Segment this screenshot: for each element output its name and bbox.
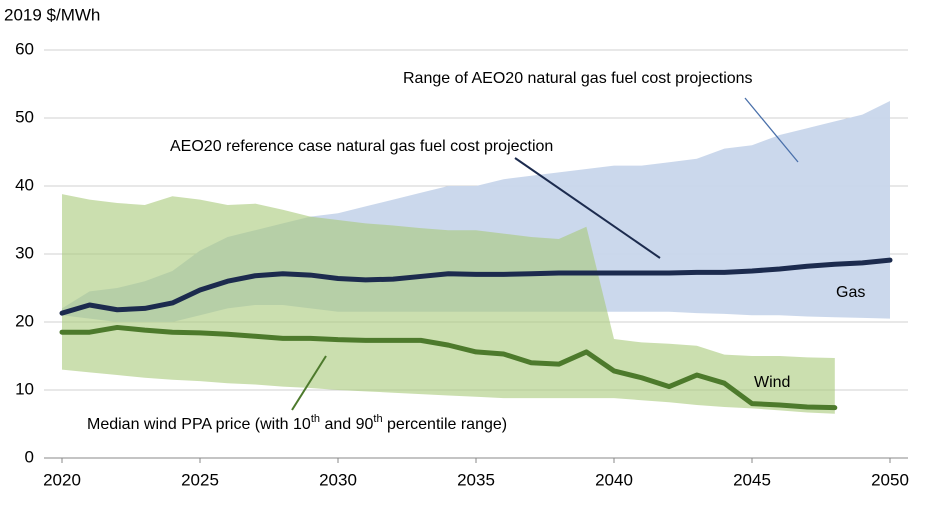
annotation: Range of AEO20 natural gas fuel cost pro… — [403, 70, 753, 87]
y-tick-label: 50 — [15, 107, 34, 126]
x-tick-label: 2020 — [43, 470, 81, 489]
x-tick-label: 2030 — [319, 470, 357, 489]
y-tick-label: 60 — [15, 39, 34, 58]
y-tick-label: 10 — [15, 379, 34, 398]
series-line — [59, 257, 893, 316]
annotation-sup: th — [373, 413, 382, 425]
annotation: AEO20 reference case natural gas fuel co… — [170, 138, 553, 155]
x-tick-label: 2035 — [457, 470, 495, 489]
x-tick-label: 2045 — [733, 470, 771, 489]
y-tick-label: 40 — [15, 175, 34, 194]
leader-line — [291, 355, 327, 411]
series-label: Wind — [754, 374, 790, 391]
annotation-sup: th — [311, 413, 320, 425]
x-tick-label: 2040 — [595, 470, 633, 489]
annotation: Median wind PPA price (with 10th and 90t… — [87, 413, 507, 433]
x-tick-label: 2025 — [181, 470, 219, 489]
leader-line — [514, 157, 661, 259]
annotation-part: percentile range) — [383, 416, 508, 433]
y-tick-label: 30 — [15, 243, 34, 262]
y-tick-label: 20 — [15, 311, 34, 330]
range-band — [62, 194, 835, 414]
series-label: Gas — [836, 284, 865, 301]
x-tick-label: 2050 — [871, 470, 909, 489]
y-tick-label: 0 — [25, 447, 34, 466]
annotation-part: Median wind PPA price (with 10 — [87, 416, 311, 433]
series-line — [59, 324, 838, 411]
leader-line — [744, 97, 799, 163]
annotation-part: and 90 — [320, 416, 373, 433]
y-axis-label: 2019 $/MWh — [4, 5, 100, 24]
